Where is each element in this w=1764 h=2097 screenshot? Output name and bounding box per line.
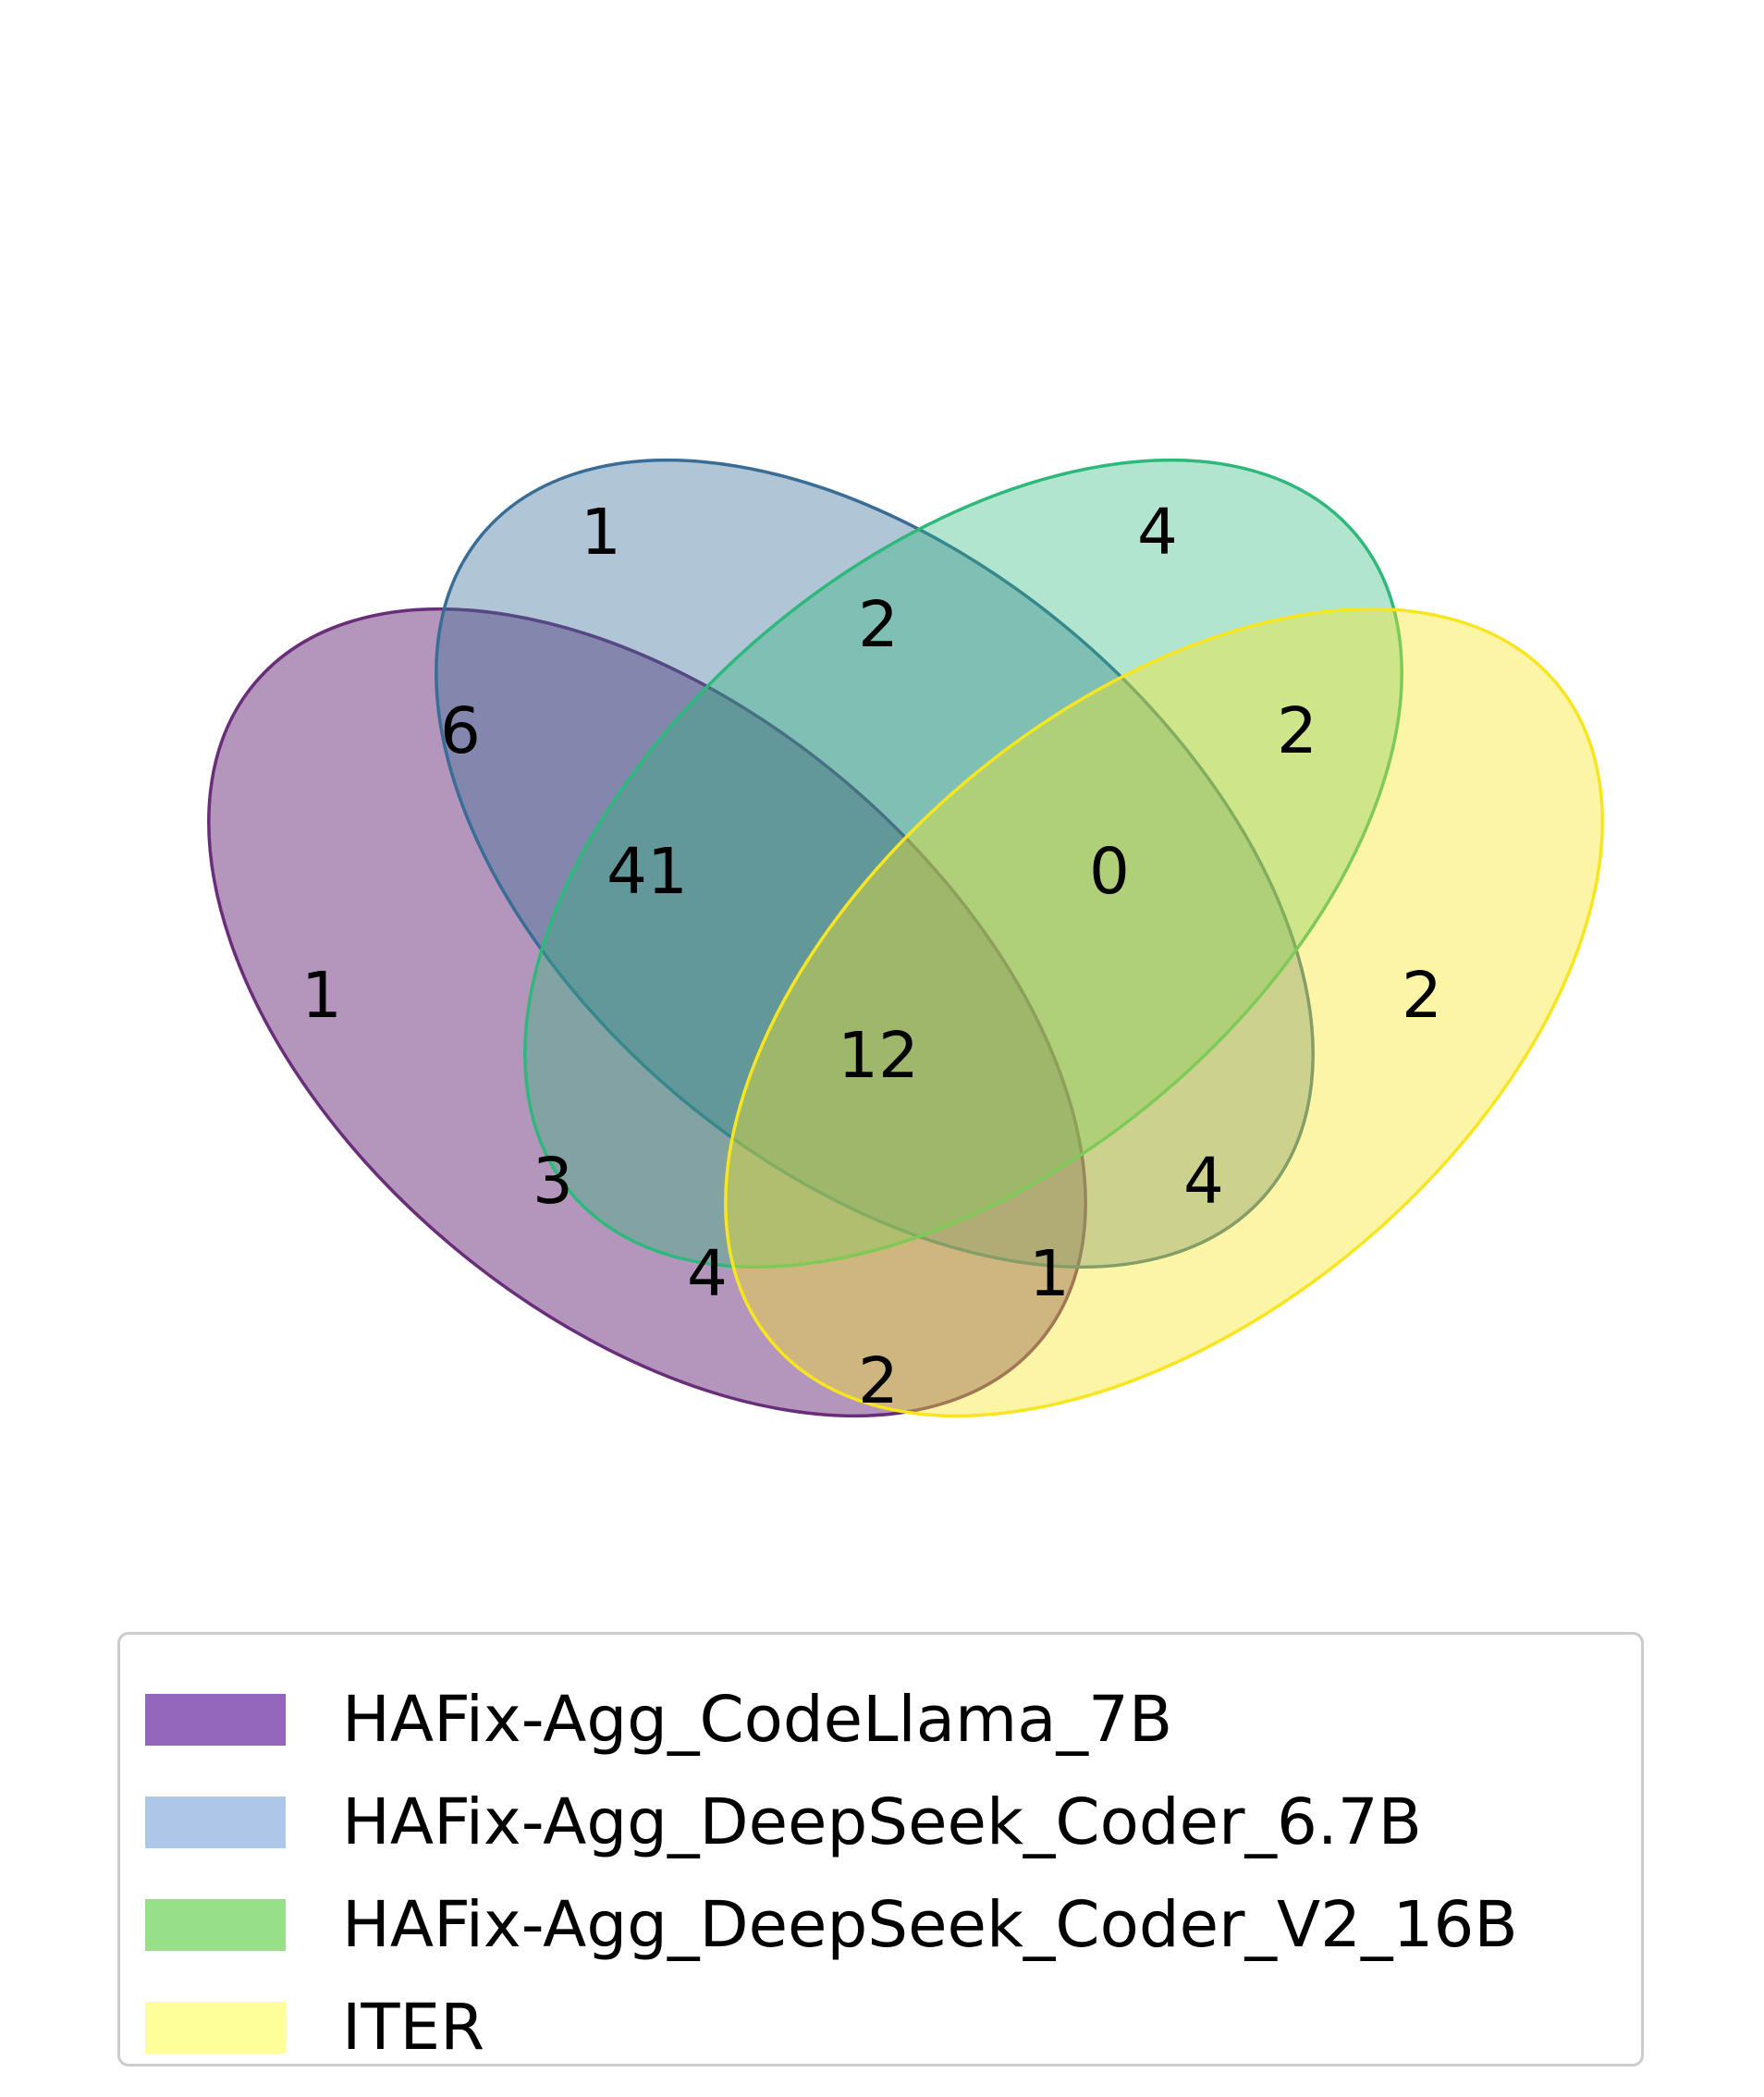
legend-item: HAFix-Agg_DeepSeek_Coder_6.7B: [145, 1790, 1422, 1854]
region-count: 1: [1029, 1237, 1070, 1311]
legend-swatch: [145, 1899, 286, 1951]
region-count: 6: [440, 694, 481, 768]
venn-set-iter: [724, 607, 1604, 1418]
legend-label: HAFix-Agg_DeepSeek_Coder_6.7B: [342, 1784, 1423, 1859]
legend: HAFix-Agg_CodeLlama_7B HAFix-Agg_DeepSee…: [117, 1632, 1644, 2066]
legend-swatch: [145, 1797, 286, 1848]
legend-item: HAFix-Agg_CodeLlama_7B: [145, 1687, 1172, 1751]
region-count: 4: [687, 1237, 728, 1311]
region-count: 3: [533, 1145, 573, 1219]
region-count: 2: [858, 1344, 899, 1418]
legend-label: HAFix-Agg_CodeLlama_7B: [342, 1682, 1173, 1757]
region-count: 2: [1402, 959, 1442, 1033]
legend-label: HAFix-Agg_DeepSeek_Coder_V2_16B: [342, 1887, 1518, 1962]
region-count: 1: [301, 959, 342, 1033]
legend-swatch: [145, 2002, 286, 2054]
legend-item: HAFix-Agg_DeepSeek_Coder_V2_16B: [145, 1893, 1518, 1956]
venn-set-deepseek-coder-6-7b: [435, 458, 1315, 1269]
region-count: 2: [858, 588, 899, 662]
region-count: 12: [838, 1019, 919, 1093]
venn-set-deepseek-coder-v2-16b: [523, 458, 1403, 1269]
legend-label: ITER: [342, 1990, 485, 2065]
region-count: 0: [1089, 835, 1130, 909]
legend-item: ITER: [145, 1995, 484, 2059]
venn-diagram: 1 4 2 6 2 41 0 1 2 12 3 4 4 1 2: [207, 458, 1604, 1418]
region-count: 4: [1137, 496, 1178, 570]
region-count: 41: [606, 835, 688, 909]
region-count: 1: [581, 496, 621, 570]
region-count: 4: [1183, 1145, 1224, 1219]
region-count: 2: [1277, 694, 1317, 768]
legend-swatch: [145, 1694, 286, 1746]
